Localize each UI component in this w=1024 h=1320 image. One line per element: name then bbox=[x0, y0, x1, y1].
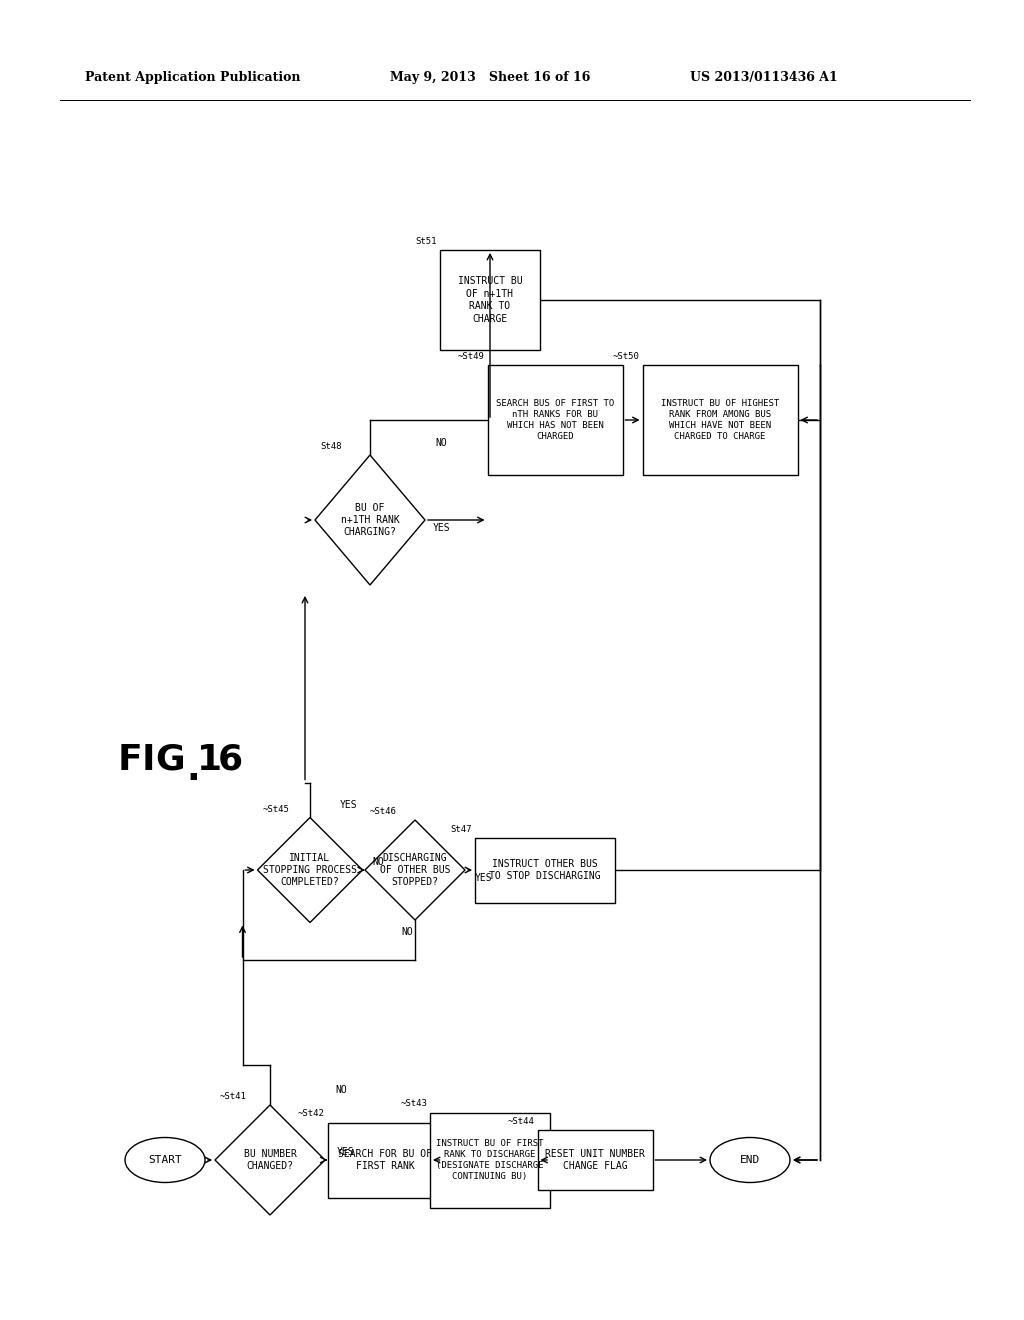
Text: YES: YES bbox=[475, 873, 493, 883]
Text: US 2013/0113436 A1: US 2013/0113436 A1 bbox=[690, 71, 838, 84]
Polygon shape bbox=[215, 1105, 325, 1214]
Polygon shape bbox=[315, 455, 425, 585]
Text: I: I bbox=[142, 743, 156, 777]
Text: SEARCH BUS OF FIRST TO
nTH RANKS FOR BU
WHICH HAS NOT BEEN
CHARGED: SEARCH BUS OF FIRST TO nTH RANKS FOR BU … bbox=[496, 399, 614, 441]
Text: INSTRUCT BU OF FIRST
RANK TO DISCHARGE
(DESIGNATE DISCHARGE
CONTINUING BU): INSTRUCT BU OF FIRST RANK TO DISCHARGE (… bbox=[436, 1139, 544, 1181]
Text: ~St41: ~St41 bbox=[220, 1092, 247, 1101]
Text: St51: St51 bbox=[416, 238, 437, 246]
Text: YES: YES bbox=[337, 1147, 354, 1158]
FancyBboxPatch shape bbox=[328, 1122, 442, 1197]
Text: BU NUMBER
CHANGED?: BU NUMBER CHANGED? bbox=[244, 1148, 296, 1171]
Text: RESET UNIT NUMBER
CHANGE FLAG: RESET UNIT NUMBER CHANGE FLAG bbox=[545, 1148, 645, 1171]
Text: ~St45: ~St45 bbox=[262, 804, 290, 813]
Text: INITIAL
STOPPING PROCESS
COMPLETED?: INITIAL STOPPING PROCESS COMPLETED? bbox=[263, 853, 357, 887]
Text: ~St42: ~St42 bbox=[298, 1110, 325, 1118]
Text: May 9, 2013   Sheet 16 of 16: May 9, 2013 Sheet 16 of 16 bbox=[390, 71, 591, 84]
Text: YES: YES bbox=[433, 523, 451, 533]
Text: SEARCH FOR BU OF
FIRST RANK: SEARCH FOR BU OF FIRST RANK bbox=[338, 1148, 432, 1171]
Text: Patent Application Publication: Patent Application Publication bbox=[85, 71, 300, 84]
Polygon shape bbox=[365, 820, 465, 920]
FancyBboxPatch shape bbox=[440, 249, 540, 350]
Text: NO: NO bbox=[435, 438, 446, 447]
FancyBboxPatch shape bbox=[538, 1130, 652, 1191]
Text: 6: 6 bbox=[218, 743, 243, 777]
Text: ~St50: ~St50 bbox=[612, 352, 640, 360]
Text: ~St44: ~St44 bbox=[508, 1117, 535, 1126]
Text: ~St49: ~St49 bbox=[458, 352, 484, 360]
Text: F: F bbox=[118, 743, 142, 777]
Text: END: END bbox=[740, 1155, 760, 1166]
Text: INSTRUCT BU
OF n+1TH
RANK TO
CHARGE: INSTRUCT BU OF n+1TH RANK TO CHARGE bbox=[458, 276, 522, 323]
Text: 1: 1 bbox=[197, 743, 222, 777]
FancyBboxPatch shape bbox=[430, 1113, 550, 1208]
FancyBboxPatch shape bbox=[475, 837, 615, 903]
Text: YES: YES bbox=[340, 800, 357, 810]
Text: BU OF
n+1TH RANK
CHARGING?: BU OF n+1TH RANK CHARGING? bbox=[341, 503, 399, 537]
Text: NO: NO bbox=[401, 927, 413, 937]
Text: INSTRUCT BU OF HIGHEST
RANK FROM AMONG BUS
WHICH HAVE NOT BEEN
CHARGED TO CHARGE: INSTRUCT BU OF HIGHEST RANK FROM AMONG B… bbox=[660, 399, 779, 441]
Polygon shape bbox=[257, 817, 362, 923]
Text: St47: St47 bbox=[451, 825, 472, 833]
Text: .: . bbox=[186, 752, 200, 787]
Text: INSTRUCT OTHER BUS
TO STOP DISCHARGING: INSTRUCT OTHER BUS TO STOP DISCHARGING bbox=[489, 859, 601, 882]
Text: ~St43: ~St43 bbox=[400, 1100, 427, 1109]
Text: NO: NO bbox=[373, 857, 384, 867]
Text: St48: St48 bbox=[319, 442, 341, 451]
Ellipse shape bbox=[125, 1138, 205, 1183]
Text: G: G bbox=[155, 743, 184, 777]
FancyBboxPatch shape bbox=[487, 366, 623, 475]
FancyBboxPatch shape bbox=[642, 366, 798, 475]
Text: START: START bbox=[148, 1155, 182, 1166]
Text: ~St46: ~St46 bbox=[370, 807, 397, 816]
Text: DISCHARGING
OF OTHER BUS
STOPPED?: DISCHARGING OF OTHER BUS STOPPED? bbox=[380, 853, 451, 887]
Ellipse shape bbox=[710, 1138, 790, 1183]
Text: NO: NO bbox=[335, 1085, 347, 1096]
